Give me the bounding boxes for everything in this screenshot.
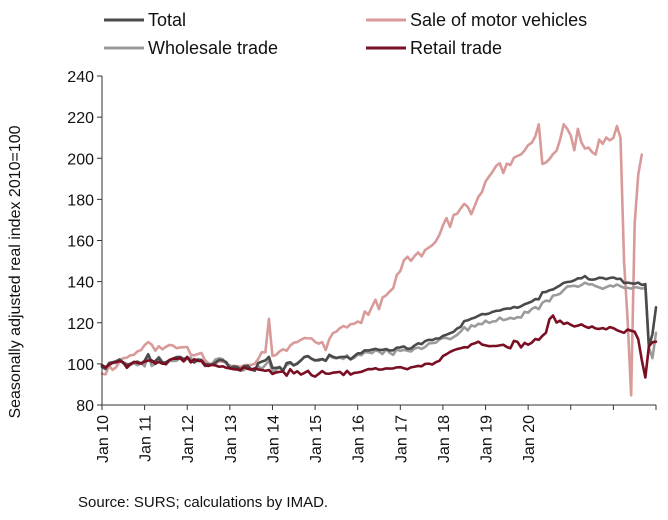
y-tick-label: 120: [67, 316, 94, 333]
y-axis-ticks: 80 100 120 140 160 180 200 220 240: [67, 69, 102, 415]
y-tick-label: 160: [67, 234, 94, 251]
x-tick-label: Jan 14: [265, 415, 282, 463]
source-note: Source: SURS; calculations by IMAD.: [78, 494, 328, 511]
x-tick-label: Jan 18: [436, 415, 453, 463]
series-line-sale-of-motor-vehicles: [100, 123, 644, 397]
x-tick-label: Jan 10: [95, 415, 112, 463]
x-tick-label: Jan 12: [180, 415, 197, 463]
x-tick-label: Jan 20: [521, 415, 538, 463]
y-tick-label: 100: [67, 357, 94, 374]
y-tick-label: 220: [67, 110, 94, 127]
x-tick-label: Jan 15: [308, 415, 325, 463]
y-axis-title: Seasonally adjusted real index 2010=100: [7, 125, 24, 418]
y-tick-label: 180: [67, 192, 94, 209]
y-tick-label: 240: [67, 69, 94, 86]
x-axis-ticks: Jan 10 Jan 11 Jan 12 Jan 13 Jan 14 Jan 15 Jan …: [95, 405, 657, 463]
series-line-retail-trade: [100, 314, 658, 379]
legend-label-retail-trade: Retail trade: [410, 38, 502, 58]
y-tick-label: 140: [67, 275, 94, 292]
legend-label-sale-of-motor-vehicles: Sale of motor vehicles: [410, 10, 587, 30]
x-tick-label: Jan 17: [393, 415, 410, 463]
legend-label-total: Total: [148, 10, 186, 30]
legend: Total Sale of motor vehicles Wholesale tra…: [104, 10, 587, 58]
y-tick-label: 200: [67, 151, 94, 168]
x-tick-label: Jan 13: [223, 415, 240, 463]
series-line-total: [100, 274, 658, 372]
x-tick-label: Jan 16: [351, 415, 368, 463]
y-tick-label: 80: [76, 398, 94, 415]
legend-label-wholesale-trade: Wholesale trade: [148, 38, 278, 58]
x-tick-label: Jan 19: [479, 415, 496, 463]
series-lines: [100, 123, 658, 397]
x-tick-label: Jan 11: [138, 415, 155, 462]
